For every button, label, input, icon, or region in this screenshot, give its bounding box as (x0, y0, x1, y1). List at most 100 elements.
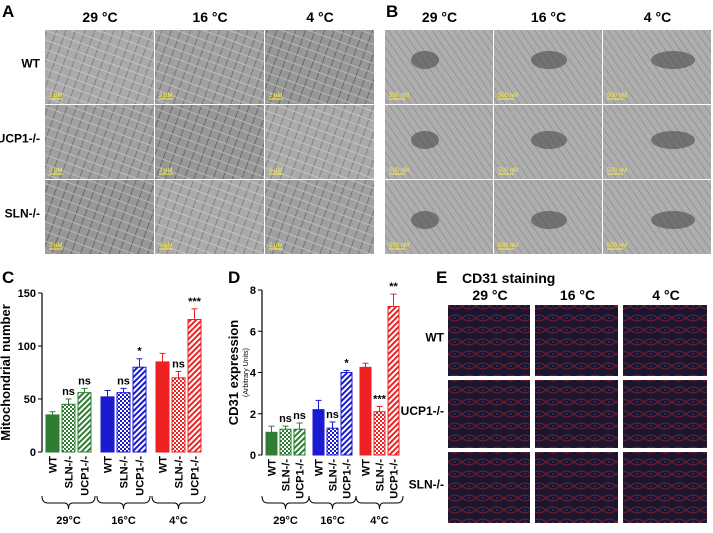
y-axis-label: Mitochondrial number (0, 304, 13, 441)
mitochondrion (531, 131, 567, 149)
x-tick-label: SLN-/- (119, 456, 131, 489)
x-tick-label: WT (267, 459, 279, 476)
bar (45, 414, 60, 453)
micrograph-grid (45, 30, 711, 523)
row-label: SLN-/- (409, 478, 444, 492)
column-header: 29 °C (472, 287, 507, 303)
y-tick-label: 4 (250, 368, 257, 380)
error-bar (282, 425, 289, 430)
group-label: 29°C (273, 515, 298, 527)
group-label: 4°C (169, 515, 188, 527)
y-tick-label: 0 (250, 450, 256, 462)
y-tick-label: 0 (30, 447, 36, 459)
y-tick-label: 50 (24, 394, 36, 406)
mitochondrion (531, 211, 567, 229)
x-tick-label: WT (314, 459, 326, 476)
scale-label: 2 μM (159, 93, 172, 99)
scale-label: 500 nM (498, 93, 518, 99)
significance-label: ns (62, 386, 75, 398)
y-axis-label: CD31 expression (226, 320, 241, 426)
mitochondrion (651, 51, 695, 69)
mitochondrion (411, 131, 439, 149)
bar (373, 411, 386, 456)
mitochondrion (651, 131, 695, 149)
y-axis-sublabel: (Arbitrary Units) (243, 348, 250, 397)
scale-label: 2 μM (269, 243, 282, 249)
bar (61, 403, 76, 453)
column-header: 29 °C (422, 9, 457, 25)
x-tick-label: WT (158, 456, 170, 473)
error-bar (136, 358, 143, 368)
error-bar (65, 398, 72, 405)
error-bar (390, 293, 397, 307)
group-brace (355, 495, 404, 510)
bar (77, 392, 92, 453)
x-tick-label: UCP1-/- (389, 459, 401, 499)
row-label: WT (425, 331, 444, 345)
error-bar (268, 425, 275, 433)
y-tick-label: 2 (250, 409, 256, 421)
significance-label: ns (78, 375, 91, 387)
x-tick-label: WT (103, 456, 115, 473)
error-bar (191, 308, 198, 320)
x-tick-label: UCP1-/- (190, 456, 202, 496)
bar (279, 428, 292, 456)
column-header: 4 °C (306, 9, 333, 25)
scale-label: 500 nM (607, 243, 627, 249)
scale-label: 2 μM (159, 243, 172, 249)
micrograph (603, 30, 711, 104)
micrograph (385, 30, 493, 104)
group-label: 4°C (370, 515, 389, 527)
scale-label: 500 nM (389, 168, 409, 174)
bar (100, 396, 115, 453)
error-bar (49, 411, 56, 415)
error-bar (329, 421, 336, 429)
row-label: UCP1-/- (401, 404, 444, 418)
scale-label: 500 nM (498, 168, 518, 174)
error-bar (175, 370, 182, 378)
scale-label: 2 μM (49, 243, 62, 249)
x-tick-label: SLN-/- (64, 456, 76, 489)
column-header: 16 °C (531, 9, 566, 25)
x-tick-label: SLN-/- (328, 459, 340, 492)
panel-label: C (2, 268, 14, 287)
significance-label: *** (373, 394, 387, 406)
stain-image (623, 305, 707, 376)
bar (132, 366, 147, 453)
significance-label: ns (279, 413, 292, 425)
scale-label: 500 nM (607, 93, 627, 99)
mitochondrion (531, 51, 567, 69)
micrograph (265, 30, 374, 104)
micrograph (385, 180, 493, 254)
stain-image (623, 380, 707, 448)
stain-image (535, 380, 618, 448)
significance-label: * (344, 357, 349, 369)
row-label: WT (21, 57, 40, 71)
panel-label: E (436, 268, 447, 287)
significance-label: * (137, 346, 142, 358)
x-tick-label: SLN-/- (174, 456, 186, 489)
significance-label: ns (172, 358, 185, 370)
group-label: 16°C (320, 515, 345, 527)
error-bar (159, 352, 166, 362)
column-header: 16 °C (192, 9, 227, 25)
y-tick-label: 8 (250, 285, 256, 297)
group-brace (41, 495, 96, 510)
group-brace (96, 495, 151, 510)
y-tick-label: 150 (18, 288, 36, 300)
panel-label: D (228, 268, 240, 287)
bar (312, 409, 325, 456)
x-tick-label: UCP1-/- (342, 459, 354, 499)
error-bar (315, 399, 322, 410)
mitochondrion (411, 211, 439, 229)
micrograph (155, 105, 264, 179)
stain-image (448, 380, 530, 448)
scale-label: 500 nM (607, 168, 627, 174)
bar (187, 319, 202, 453)
row-label: SLN-/- (5, 207, 40, 221)
stain-image (448, 452, 530, 523)
charts: C Mitochondrial number 0 50 100 150 WT ns SLN-/-… (0, 268, 404, 527)
x-tick-label: WT (48, 456, 60, 473)
x-tick-label: WT (361, 459, 373, 476)
significance-label: ns (117, 375, 130, 387)
